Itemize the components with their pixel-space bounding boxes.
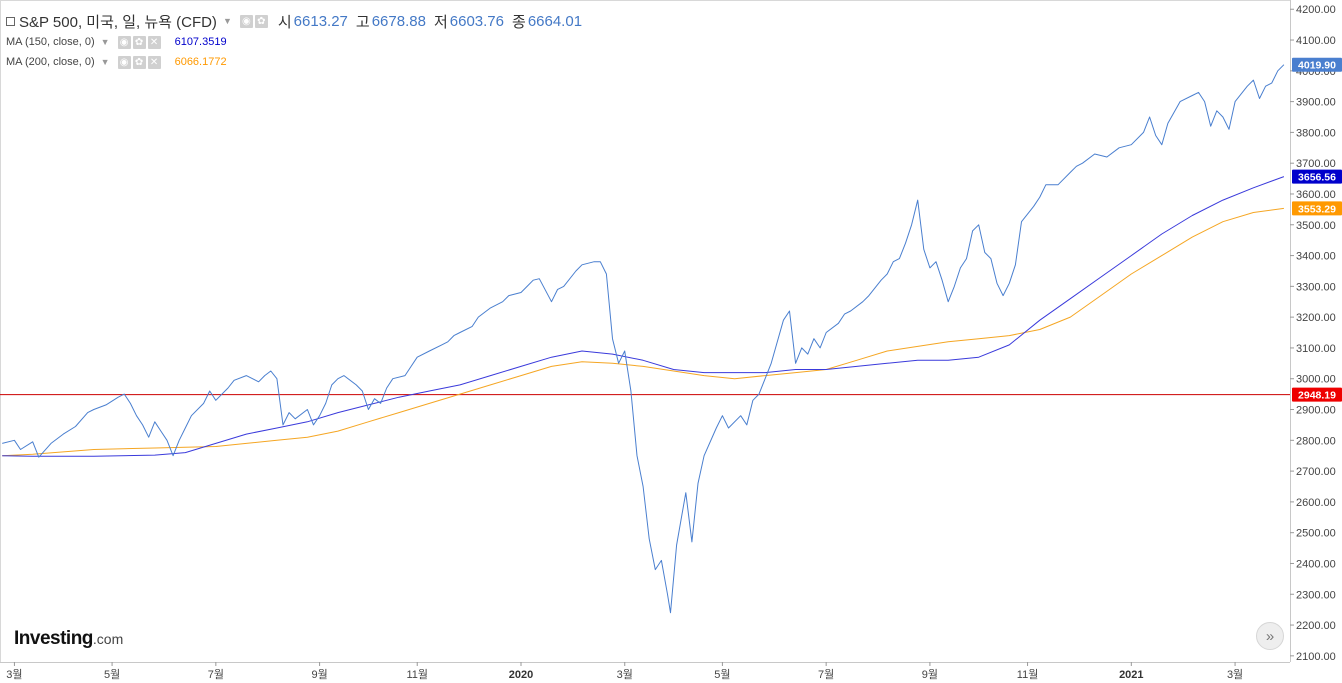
y-tick-label: 2300.00	[1296, 589, 1336, 601]
eye-icon[interactable]: ◉	[117, 55, 131, 69]
legend-ma150-row: MA (150, close, 0) ▼ ◉ ✿ ✕ 6107.3519	[6, 32, 582, 52]
high-label: 고	[355, 13, 370, 31]
x-tick-label: 11월	[406, 668, 428, 681]
y-tick-label: 2700.00	[1296, 466, 1336, 478]
y-tick-label: 2200.00	[1296, 620, 1336, 632]
y-tick-label: 3000.00	[1296, 374, 1336, 386]
y-tick-label: 3500.00	[1296, 220, 1336, 232]
eye-icon[interactable]: ◉	[239, 14, 253, 28]
y-tick-label: 3200.00	[1296, 312, 1336, 324]
y-tick-label: 2100.00	[1296, 651, 1336, 663]
gear-icon[interactable]: ✿	[132, 35, 146, 49]
chevron-down-icon[interactable]: ▼	[100, 57, 110, 67]
x-tick-label: 5월	[714, 668, 730, 681]
open-value: 6613.27	[293, 12, 348, 30]
legend-ma200-row: MA (200, close, 0) ▼ ◉ ✿ ✕ 6066.1772	[6, 52, 582, 72]
double-chevron-right-icon: »	[1265, 628, 1275, 645]
ma150-label: MA (150, close, 0)	[6, 36, 95, 48]
logo-brand: Investing	[14, 628, 93, 649]
legend-main-row: S&P 500, 미국, 일, 뉴욕 (CFD) ▼ ◉ ✿ 시 6613.27 …	[6, 10, 582, 32]
x-tick-label: 7월	[208, 668, 224, 681]
x-tick-label: 3월	[6, 668, 22, 681]
gear-icon[interactable]: ✿	[254, 14, 268, 28]
price-tag-label: 3656.56	[1298, 172, 1336, 184]
y-tick-label: 3100.00	[1296, 343, 1336, 355]
y-tick-label: 2600.00	[1296, 497, 1336, 509]
y-tick-label: 3900.00	[1296, 97, 1336, 109]
ma200-line	[2, 207, 1284, 457]
x-tick-label: 9월	[922, 668, 938, 681]
price-tag-bg	[1292, 387, 1342, 402]
collapse-icon[interactable]	[6, 16, 15, 26]
open-label: 시	[277, 13, 292, 31]
y-tick-label: 4200.00	[1296, 4, 1336, 16]
chart-grid	[0, 0, 1291, 663]
price-axis-panel	[1290, 0, 1342, 683]
investing-logo: Investing.com	[14, 628, 123, 650]
y-tick-label: 2800.00	[1296, 435, 1336, 447]
price-tag-bg	[1292, 169, 1342, 184]
close-value: 6664.01	[527, 12, 583, 30]
ma200-label: MA (200, close, 0)	[6, 56, 95, 68]
close-label: 종	[512, 13, 526, 31]
low-value: 6603.76	[449, 12, 504, 30]
eye-icon[interactable]: ◉	[117, 35, 131, 49]
instrument-title: S&P 500, 미국, 일, 뉴욕 (CFD)	[19, 13, 217, 31]
x-tick-label: 5월	[104, 668, 120, 681]
price-tag-label: 4019.90	[1298, 60, 1336, 72]
price-line	[2, 64, 1285, 614]
x-tick-label: 2020	[509, 669, 533, 681]
chevron-down-icon[interactable]: ▼	[100, 37, 110, 47]
y-tick-label: 3800.00	[1296, 127, 1336, 139]
y-tick-label: 4100.00	[1296, 35, 1336, 47]
y-tick-label: 2900.00	[1296, 405, 1336, 417]
x-tick-label: 3월	[1227, 668, 1243, 681]
price-tag-label: 3553.29	[1298, 203, 1336, 215]
close-icon[interactable]: ✕	[147, 55, 161, 69]
plot-border	[0, 0, 1291, 663]
price-tag-bg	[1292, 201, 1342, 216]
x-tick-label: 11월	[1017, 668, 1039, 681]
ma150-value: 6107.3519	[174, 36, 227, 48]
y-tick-label: 3700.00	[1296, 158, 1336, 170]
close-icon[interactable]: ✕	[147, 35, 161, 49]
ma150-line	[2, 176, 1285, 457]
y-tick-label: 3300.00	[1296, 281, 1336, 293]
y-tick-label: 3600.00	[1296, 189, 1336, 201]
chart-price-tags: 4019.90 3656.56 3553.29 2948.19	[1292, 57, 1342, 402]
logo-suffix: .com	[92, 631, 124, 647]
ma200-value: 6066.1772	[174, 56, 227, 68]
x-tick-label: 7월	[818, 668, 834, 681]
x-tick-label: 3월	[617, 668, 633, 681]
y-tick-label: 3400.00	[1296, 251, 1336, 263]
price-tag-bg	[1292, 57, 1342, 72]
chart-series	[0, 64, 1290, 614]
gear-icon[interactable]: ✿	[132, 55, 146, 69]
chevron-down-icon[interactable]: ▼	[222, 16, 232, 26]
chart-legend: S&P 500, 미국, 일, 뉴욕 (CFD) ▼ ◉ ✿ 시 6613.27 …	[6, 10, 582, 72]
low-label: 저	[433, 13, 448, 31]
y-tick-label: 2500.00	[1296, 528, 1336, 540]
x-tick-label: 9월	[311, 668, 327, 681]
high-value: 6678.88	[371, 12, 426, 30]
y-tick-label: 2400.00	[1296, 558, 1336, 570]
scroll-to-latest-button[interactable]: »	[1256, 622, 1284, 650]
x-tick-label: 2021	[1119, 669, 1143, 681]
price-tag-label: 2948.19	[1298, 390, 1336, 402]
